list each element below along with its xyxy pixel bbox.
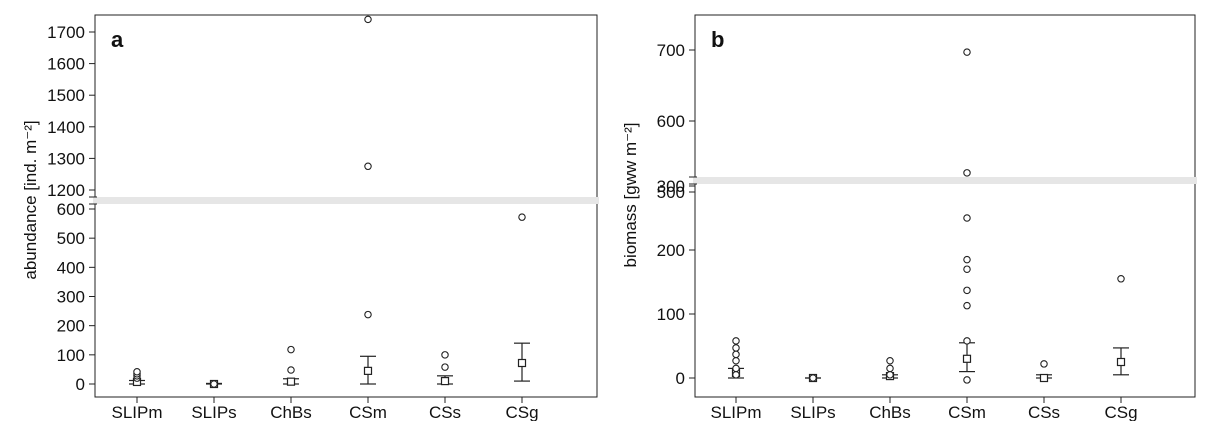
panel-label: b xyxy=(711,27,724,52)
outlier-point xyxy=(963,255,971,264)
outlier-point xyxy=(287,345,295,354)
outlier-point xyxy=(732,364,740,373)
outlier-point xyxy=(963,301,971,310)
mean-marker xyxy=(286,377,296,386)
outlier-point xyxy=(441,363,449,371)
y-tick-label: 1600 xyxy=(47,55,85,74)
y-axis-label: abundance [ind. m⁻²] xyxy=(21,120,40,279)
y-tick-label: 300 xyxy=(57,288,85,307)
y-tick-label: 400 xyxy=(57,258,85,277)
outlier-point xyxy=(963,337,971,345)
y-tick-label: 700 xyxy=(657,41,685,60)
outlier-point xyxy=(1117,275,1125,283)
mean-marker xyxy=(517,358,527,368)
x-tick-label: CSs xyxy=(1028,403,1060,421)
y-tick-label: 500 xyxy=(57,229,85,248)
mean-marker xyxy=(1039,373,1049,383)
outlier-point xyxy=(886,371,894,379)
panel-label: a xyxy=(111,27,124,52)
outlier-point xyxy=(809,374,817,382)
outlier-point xyxy=(886,356,894,365)
outlier-point xyxy=(732,350,740,359)
y-tick-label: 200 xyxy=(57,317,85,336)
x-tick-label: SLIPs xyxy=(191,403,236,421)
outlier-point xyxy=(732,337,740,345)
outlier-point xyxy=(886,364,894,373)
axis-break-band xyxy=(93,197,599,204)
y-tick-label: 100 xyxy=(657,305,685,324)
outlier-point xyxy=(364,15,372,24)
outlier-point xyxy=(441,351,449,359)
y-tick-label: 600 xyxy=(657,112,685,131)
x-tick-label: SLIPs xyxy=(790,403,835,421)
outlier-point xyxy=(963,265,971,273)
outlier-point xyxy=(732,356,740,365)
outlier-point xyxy=(210,380,218,388)
y-tick-label: 300 xyxy=(657,177,685,196)
y-tick-label: 1500 xyxy=(47,86,85,105)
x-tick-label: CSm xyxy=(948,403,986,421)
x-tick-label: ChBs xyxy=(869,403,911,421)
y-tick-label: 100 xyxy=(57,346,85,365)
axis-break-band xyxy=(693,177,1197,184)
mean-marker xyxy=(962,354,972,363)
x-tick-label: CSs xyxy=(429,403,461,421)
outlier-point xyxy=(518,213,526,221)
x-tick-label: CSg xyxy=(1104,403,1137,421)
y-axis-label: biomass [gww m⁻²] xyxy=(621,123,640,268)
x-tick-label: SLIPm xyxy=(111,403,162,421)
outlier-point xyxy=(963,214,971,222)
outlier-point xyxy=(1040,360,1048,368)
y-tick-label: 1700 xyxy=(47,23,85,42)
outlier-point xyxy=(732,344,740,352)
y-tick-label: 1400 xyxy=(47,118,85,137)
outlier-point xyxy=(133,367,141,376)
outlier-point xyxy=(364,310,372,319)
plot-frame xyxy=(694,14,1196,398)
x-tick-label: CSm xyxy=(349,403,387,421)
plot-frame xyxy=(94,14,598,398)
y-tick-label: 200 xyxy=(657,241,685,260)
outlier-point xyxy=(732,371,740,379)
y-tick-label: 1300 xyxy=(47,149,85,168)
x-tick-label: SLIPm xyxy=(710,403,761,421)
mean-marker xyxy=(440,376,450,386)
mean-marker xyxy=(363,366,373,375)
y-tick-label: 0 xyxy=(676,369,685,388)
y-tick-label: 1200 xyxy=(47,181,85,200)
outlier-point xyxy=(364,162,372,171)
y-tick-label: 500 xyxy=(657,183,685,202)
y-tick-label: 0 xyxy=(76,375,85,394)
x-tick-label: CSg xyxy=(505,403,538,421)
outlier-point xyxy=(963,48,971,56)
y-tick-label: 600 xyxy=(57,200,85,219)
outlier-point xyxy=(963,376,971,384)
x-tick-label: ChBs xyxy=(270,403,312,421)
outlier-point xyxy=(963,286,971,295)
outlier-point xyxy=(287,366,295,374)
outlier-point xyxy=(963,169,971,177)
mean-marker xyxy=(1116,357,1126,367)
